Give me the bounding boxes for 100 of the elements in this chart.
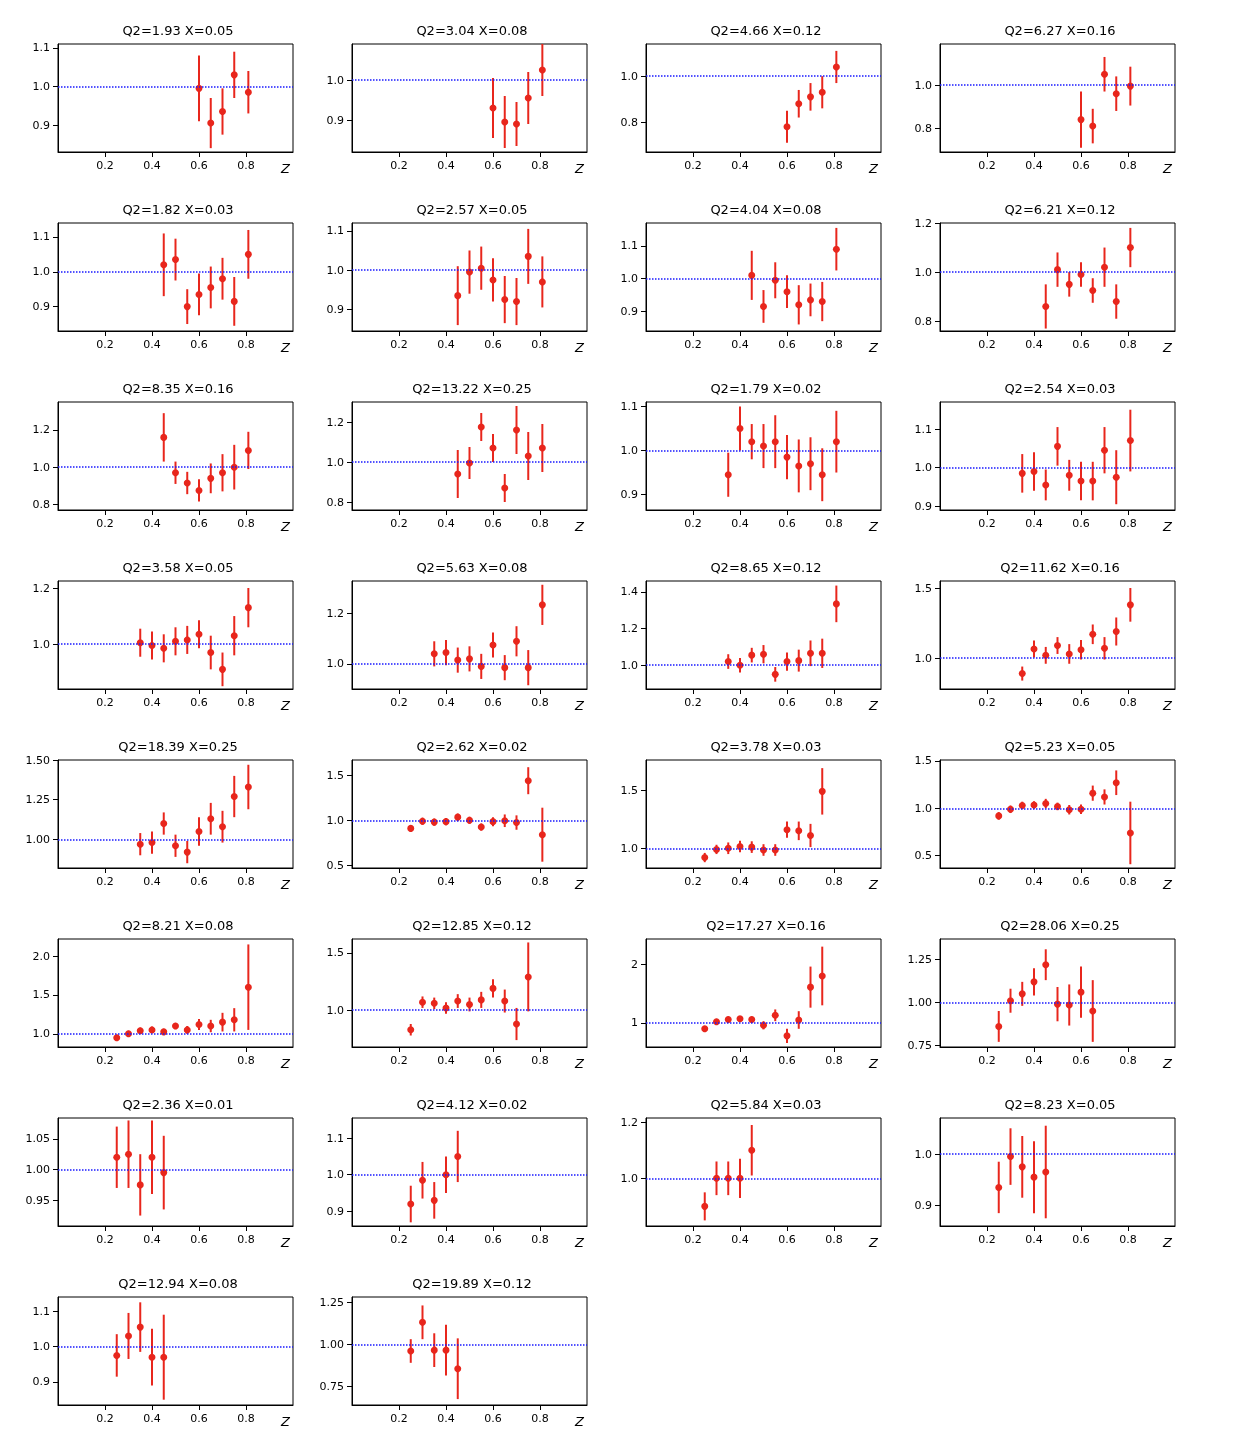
x-tick-label: 0.2: [390, 1233, 408, 1246]
x-tick-label: 0.6: [484, 517, 502, 530]
x-tick-label: 0.2: [390, 1054, 408, 1067]
x-tick-label: 0.4: [437, 1233, 455, 1246]
x-tick-label: 0.2: [96, 1412, 114, 1425]
y-tick-label: 1.00: [319, 1337, 344, 1351]
y-tick-label: 1.00: [25, 832, 50, 846]
y-tick-label: 1.0: [326, 263, 344, 277]
chart-title: Q2=8.65 X=0.12: [710, 560, 822, 575]
y-tick-label: 1.0: [32, 460, 50, 474]
x-tick-label: 0.8: [1119, 1054, 1137, 1067]
x-tick-label: 0.8: [531, 338, 549, 351]
x-tick-label: 0.8: [531, 1412, 549, 1425]
x-tick-label: 0.6: [190, 1054, 208, 1067]
x-axis-title: Z: [280, 698, 291, 713]
y-tick-label: 0.9: [32, 300, 50, 314]
x-tick-label: 0.8: [237, 1412, 255, 1425]
x-tick-label: 0.6: [1072, 1233, 1090, 1246]
y-tick-label: 0.9: [326, 302, 344, 316]
x-tick-label: 0.8: [237, 159, 255, 172]
x-tick-label: 0.6: [484, 696, 502, 709]
y-tick-label: 1.0: [620, 69, 638, 83]
y-tick-label: 1.0: [914, 461, 932, 475]
y-tick-label: 1.2: [620, 1115, 638, 1129]
y-tick-label: 1.00: [907, 995, 932, 1009]
x-tick-label: 0.2: [390, 696, 408, 709]
x-tick-label: 0.6: [484, 338, 502, 351]
x-tick-label: 0.6: [484, 875, 502, 888]
x-tick-label: 0.6: [190, 875, 208, 888]
y-tick-label: 1.1: [326, 224, 344, 238]
x-tick-label: 0.4: [1025, 875, 1043, 888]
y-tick-label: 1.0: [32, 79, 50, 93]
y-tick-label: 0.9: [326, 1204, 344, 1218]
y-tick-label: 0.8: [914, 121, 932, 135]
y-tick-label: 1.00: [25, 1163, 50, 1177]
y-tick-label: 0.9: [32, 1375, 50, 1389]
x-tick-label: 0.8: [531, 875, 549, 888]
x-tick-label: 0.6: [484, 159, 502, 172]
chart-title: Q2=8.21 X=0.08: [122, 918, 234, 933]
x-axis-title: Z: [1162, 1056, 1173, 1071]
x-axis-title: Z: [868, 1235, 879, 1250]
y-tick-label: 1.2: [32, 423, 50, 437]
x-tick-label: 0.2: [390, 517, 408, 530]
y-tick-label: 1.25: [25, 793, 50, 807]
y-tick-label: 0.5: [326, 858, 344, 872]
chart-title: Q2=8.35 X=0.16: [122, 381, 234, 396]
y-tick-label: 1.25: [907, 953, 932, 967]
x-tick-label: 0.6: [778, 696, 796, 709]
x-tick-label: 0.8: [531, 1233, 549, 1246]
y-tick-label: 1.0: [32, 637, 50, 651]
x-tick-label: 0.6: [190, 338, 208, 351]
x-tick-label: 0.8: [237, 1054, 255, 1067]
x-tick-label: 0.4: [143, 1412, 161, 1425]
x-tick-label: 0.4: [437, 875, 455, 888]
x-tick-label: 0.2: [390, 1412, 408, 1425]
x-tick-label: 0.2: [390, 159, 408, 172]
x-tick-label: 0.2: [96, 1054, 114, 1067]
x-tick-label: 0.2: [390, 338, 408, 351]
x-tick-label: 0.6: [778, 1233, 796, 1246]
y-tick-label: 0.9: [326, 113, 344, 127]
x-tick-label: 0.4: [143, 517, 161, 530]
y-tick-label: 0.95: [25, 1193, 50, 1207]
x-tick-label: 0.4: [143, 1233, 161, 1246]
x-tick-label: 0.8: [1119, 159, 1137, 172]
y-tick-label: 1.1: [914, 422, 932, 436]
y-tick-label: 1.2: [32, 581, 50, 595]
x-axis-title: Z: [1162, 877, 1173, 892]
x-tick-label: 0.4: [1025, 517, 1043, 530]
x-tick-label: 0.2: [684, 1233, 702, 1246]
x-tick-label: 0.6: [778, 338, 796, 351]
y-tick-label: 1.1: [326, 1131, 344, 1145]
chart-title: Q2=4.66 X=0.12: [710, 23, 822, 38]
x-axis-title: Z: [868, 340, 879, 355]
x-axis-title: Z: [574, 161, 585, 176]
x-axis-title: Z: [1162, 340, 1173, 355]
y-tick-label: 1.0: [620, 1171, 638, 1185]
y-tick-label: 1.5: [32, 988, 50, 1002]
x-axis-title: Z: [574, 1056, 585, 1071]
x-tick-label: 0.4: [143, 696, 161, 709]
x-tick-label: 0.4: [731, 1054, 749, 1067]
chart-title: Q2=19.89 X=0.12: [412, 1276, 532, 1291]
y-tick-label: 1.05: [25, 1132, 50, 1146]
x-axis-title: Z: [574, 340, 585, 355]
x-tick-label: 0.4: [143, 338, 161, 351]
y-tick-label: 1.0: [620, 272, 638, 286]
chart-title: Q2=28.06 X=0.25: [1000, 918, 1120, 933]
x-tick-label: 0.2: [684, 159, 702, 172]
chart-title: Q2=2.36 X=0.01: [122, 1097, 234, 1112]
x-tick-label: 0.8: [825, 159, 843, 172]
y-tick-label: 1.0: [326, 657, 344, 671]
y-tick-label: 1.1: [620, 239, 638, 253]
y-tick-label: 0.9: [32, 118, 50, 132]
x-axis-title: Z: [1162, 698, 1173, 713]
y-tick-label: 1.25: [319, 1295, 344, 1309]
chart-title: Q2=11.62 X=0.16: [1000, 560, 1120, 575]
x-tick-label: 0.4: [437, 338, 455, 351]
x-tick-label: 0.8: [825, 875, 843, 888]
x-axis-title: Z: [868, 519, 879, 534]
y-tick-label: 1.0: [326, 1168, 344, 1182]
x-axis-title: Z: [868, 1056, 879, 1071]
